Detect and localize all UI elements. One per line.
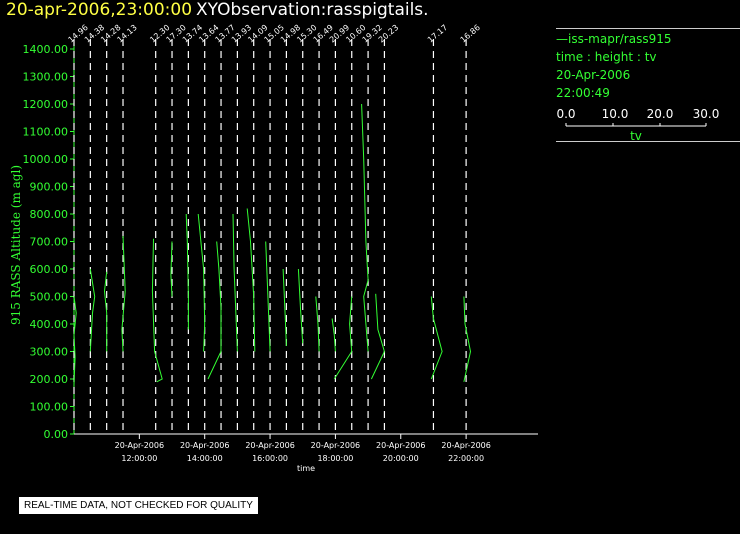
profile-trace	[265, 241, 271, 352]
profile-trace	[315, 296, 320, 352]
profile-trace	[103, 271, 108, 352]
profile-trace	[331, 318, 336, 352]
y-tick-label: 0.00	[44, 428, 69, 441]
profile-trace	[170, 241, 173, 297]
chart-axes: 0.00 100.00 200.00 300.00 400.00 500.00 600.00…	[23, 41, 538, 463]
x-tick-time: 14:00:00	[187, 454, 223, 463]
profile-trace	[197, 213, 206, 352]
x-tick-date: 20-Apr-2006	[180, 441, 229, 450]
profile-trace	[185, 213, 189, 330]
y-tick-label: 500.00	[30, 291, 69, 304]
scale-tick-label: 0.0	[556, 107, 575, 121]
profile-trace	[297, 268, 304, 344]
profile-time-markers	[73, 39, 467, 434]
legend-date: 20-Apr-2006	[556, 68, 631, 82]
profile-trace	[207, 241, 222, 380]
y-tick-label: 1300.00	[23, 71, 69, 84]
x-tick-time: 22:00:00	[448, 454, 484, 463]
profile-label: 17.17	[426, 23, 449, 45]
x-tick-date: 20-Apr-2006	[311, 441, 360, 450]
scale-tick-label: 20.0	[647, 107, 674, 121]
quality-notice: REAL-TIME DATA, NOT CHECKED FOR QUALITY	[19, 497, 258, 514]
header-title: XYObservation:rasspigtails.	[196, 0, 429, 20]
profile-trace	[370, 293, 385, 380]
profile-trace	[333, 296, 353, 380]
y-tick-label: 700.00	[30, 236, 69, 249]
scale-label: tv	[630, 129, 642, 143]
legend-swatch: —	[556, 32, 568, 46]
profile-trace	[73, 296, 77, 385]
profile-traces	[73, 103, 472, 385]
header-date: 20-apr-2006,23:00:00	[6, 0, 193, 20]
profile-trace	[430, 296, 443, 380]
x-tick-time: 16:00:00	[252, 454, 288, 463]
y-tick-label: 900.00	[30, 181, 69, 194]
legend-time: 22:00:49	[556, 86, 610, 100]
y-tick-label: 1100.00	[23, 126, 69, 139]
profile-trace	[463, 296, 472, 382]
x-tick-time: 12:00:00	[121, 454, 157, 463]
profile-trace	[246, 208, 256, 352]
legend-series-name: iss-mapr/rass915	[568, 32, 672, 46]
scale-tick-label: 30.0	[693, 107, 720, 121]
legend: —iss-mapr/rass915 time : height : tv 20-…	[556, 30, 740, 102]
y-tick-label: 800.00	[30, 208, 69, 221]
profile-trace	[121, 235, 126, 352]
y-tick-label: 1000.00	[23, 153, 69, 166]
legend-variables: time : height : tv	[556, 50, 657, 64]
x-tick-date: 20-Apr-2006	[115, 441, 164, 450]
scale-tick-label: 10.0	[602, 107, 629, 121]
y-tick-label: 600.00	[30, 263, 69, 276]
y-tick-label: 100.00	[30, 401, 69, 414]
x-tick-time: 18:00:00	[317, 454, 353, 463]
legend-series: —iss-mapr/rass915	[556, 30, 740, 48]
x-tick-date: 20-Apr-2006	[245, 441, 294, 450]
y-tick-label: 300.00	[30, 346, 69, 359]
profile-trace	[232, 213, 238, 352]
x-tick-date: 20-Apr-2006	[376, 441, 425, 450]
y-tick-label: 200.00	[30, 373, 69, 386]
profile-trace	[151, 238, 163, 383]
y-tick-label: 1400.00	[23, 43, 69, 56]
y-tick-label: 400.00	[30, 318, 69, 331]
profile-trace	[361, 103, 369, 352]
legend-bottom-rule	[556, 141, 740, 142]
x-tick-time: 20:00:00	[383, 454, 419, 463]
legend-scale: 0.0 10.0 20.0 30.0 tv	[556, 107, 720, 143]
profile-trace	[89, 268, 96, 352]
y-axis-label: 915 RASS Altitude (m agl)	[9, 165, 23, 325]
profile-trace	[282, 268, 287, 347]
x-axis-label: time	[297, 464, 315, 473]
profile-label: 16.86	[459, 23, 482, 45]
y-tick-label: 1200.00	[23, 98, 69, 111]
legend-top-rule	[556, 28, 740, 29]
x-tick-date: 20-Apr-2006	[441, 441, 490, 450]
